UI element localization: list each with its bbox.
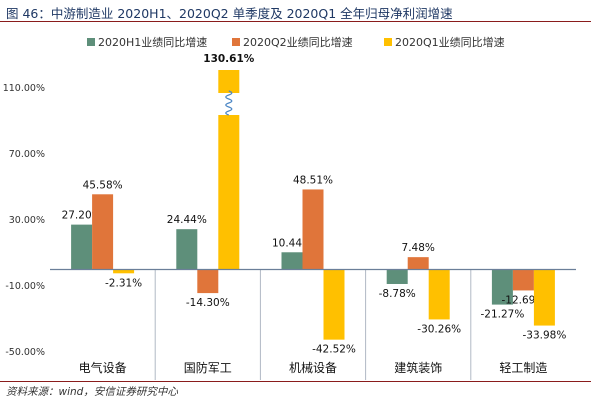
category-label: 轻工制造 bbox=[499, 361, 547, 375]
bar-h1 bbox=[491, 269, 513, 305]
bar-q2 bbox=[92, 194, 114, 270]
legend-swatch bbox=[384, 38, 392, 46]
bar-h1 bbox=[386, 269, 408, 284]
data-label: -30.26% bbox=[417, 323, 461, 335]
y-tick-label: 70.00% bbox=[9, 149, 45, 160]
data-label: 7.48% bbox=[402, 242, 435, 254]
data-label: -14.30% bbox=[186, 297, 230, 309]
bar-q2 bbox=[407, 257, 429, 270]
axis-break-gap bbox=[217, 93, 241, 115]
bar-h1 bbox=[176, 229, 198, 270]
data-label: -42.52% bbox=[312, 344, 356, 356]
data-label: -8.78% bbox=[379, 288, 416, 300]
legend-swatch bbox=[232, 38, 240, 46]
y-tick-label: 30.00% bbox=[9, 215, 45, 226]
data-label: -33.98% bbox=[522, 330, 566, 342]
bar-q2 bbox=[197, 269, 219, 294]
bar-h1 bbox=[281, 252, 303, 270]
legend-label: 2020H1业绩同比增速 bbox=[98, 35, 207, 49]
legend-label: 2020Q1业绩同比增速 bbox=[395, 35, 505, 49]
bar-h1 bbox=[71, 224, 93, 270]
bar-q2 bbox=[512, 269, 534, 291]
category-label: 建筑装饰 bbox=[394, 360, 442, 375]
data-label: 48.51% bbox=[293, 174, 333, 186]
bar-q1 bbox=[428, 269, 450, 320]
bar-q1 bbox=[323, 269, 345, 340]
data-label: 45.58% bbox=[83, 179, 123, 191]
data-label: 24.44% bbox=[167, 214, 207, 226]
data-label: -21.27% bbox=[480, 309, 524, 321]
category-label: 国防军工 bbox=[184, 360, 232, 375]
category-label: 机械设备 bbox=[289, 360, 337, 375]
data-label: -2.31% bbox=[105, 277, 142, 289]
footer-rule bbox=[0, 381, 591, 382]
legend-swatch bbox=[87, 38, 95, 46]
data-label: 10.44% bbox=[272, 237, 312, 249]
y-tick-label: -50.00% bbox=[5, 347, 45, 358]
category-label: 电气设备 bbox=[79, 360, 127, 375]
y-tick-label: 110.00% bbox=[3, 83, 45, 94]
data-label: 130.61% bbox=[203, 53, 255, 65]
bar-q1 bbox=[533, 269, 555, 326]
data-label: 27.20% bbox=[62, 210, 102, 222]
bar-q2 bbox=[302, 189, 324, 270]
y-tick-label: -10.00% bbox=[5, 281, 45, 292]
axis-break-wave bbox=[225, 90, 233, 116]
bar-q1 bbox=[113, 269, 135, 274]
bar-q1 bbox=[218, 70, 240, 270]
legend-label: 2020Q2业绩同比增速 bbox=[243, 35, 353, 49]
title-rule bbox=[0, 21, 591, 22]
figure-title: 图 46：中游制造业 2020H1、2020Q2 单季度及 2020Q1 全年归… bbox=[6, 6, 453, 21]
source-note: 资料来源：wind，安信证券研究中心 bbox=[6, 386, 178, 398]
